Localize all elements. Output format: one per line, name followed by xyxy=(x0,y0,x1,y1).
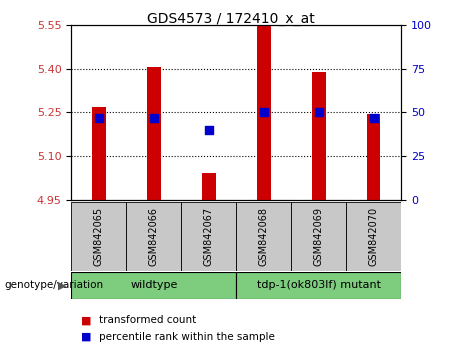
Text: GDS4573 / 172410_x_at: GDS4573 / 172410_x_at xyxy=(147,12,314,27)
Bar xyxy=(236,202,291,271)
Bar xyxy=(346,202,401,271)
Text: wildtype: wildtype xyxy=(130,280,177,290)
Bar xyxy=(181,202,236,271)
Text: transformed count: transformed count xyxy=(99,315,196,325)
Text: ■: ■ xyxy=(81,315,91,325)
Text: GSM842067: GSM842067 xyxy=(204,207,214,266)
Text: percentile rank within the sample: percentile rank within the sample xyxy=(99,332,275,342)
Bar xyxy=(312,72,325,200)
Bar xyxy=(291,202,346,271)
Text: tdp-1(ok803lf) mutant: tdp-1(ok803lf) mutant xyxy=(257,280,381,290)
Point xyxy=(370,115,377,120)
Bar xyxy=(92,107,106,200)
Bar xyxy=(147,67,161,200)
Bar xyxy=(71,202,126,271)
Point xyxy=(260,110,267,115)
Text: ■: ■ xyxy=(81,332,91,342)
Bar xyxy=(367,114,380,200)
Text: GSM842069: GSM842069 xyxy=(313,207,324,266)
Text: genotype/variation: genotype/variation xyxy=(5,280,104,290)
Text: GSM842068: GSM842068 xyxy=(259,207,269,266)
Point xyxy=(150,115,158,120)
Bar xyxy=(236,272,401,299)
Point xyxy=(205,127,213,133)
Bar xyxy=(71,272,236,299)
Text: GSM842070: GSM842070 xyxy=(369,207,378,266)
Point xyxy=(315,110,322,115)
Text: GSM842065: GSM842065 xyxy=(94,207,104,266)
Text: ▶: ▶ xyxy=(59,280,67,290)
Bar xyxy=(257,26,271,200)
Point xyxy=(95,115,103,120)
Text: GSM842066: GSM842066 xyxy=(149,207,159,266)
Bar xyxy=(202,173,216,200)
Bar xyxy=(126,202,181,271)
